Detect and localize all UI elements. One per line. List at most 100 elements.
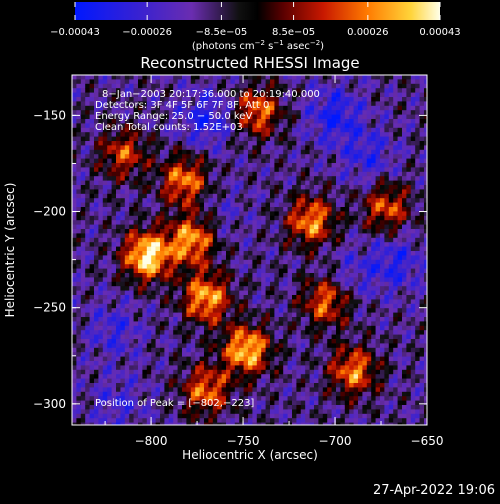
heatmap-cell bbox=[129, 374, 134, 379]
heatmap-cell bbox=[323, 269, 328, 274]
heatmap-cell bbox=[107, 308, 112, 313]
heatmap-cell bbox=[336, 348, 341, 353]
heatmap-cell bbox=[81, 251, 86, 256]
heatmap-cell bbox=[323, 137, 328, 142]
heatmap-cell bbox=[244, 295, 249, 300]
heatmap-cell bbox=[204, 277, 209, 282]
heatmap-cell bbox=[296, 189, 301, 194]
heatmap-cell bbox=[288, 352, 293, 357]
heatmap-cell bbox=[186, 159, 191, 164]
heatmap-cell bbox=[191, 233, 196, 238]
heatmap-cell bbox=[261, 374, 266, 379]
heatmap-cell bbox=[125, 216, 130, 221]
heatmap-cell bbox=[200, 291, 205, 296]
heatmap-cell bbox=[103, 238, 108, 243]
heatmap-cell bbox=[85, 141, 90, 146]
heatmap-cell bbox=[266, 132, 271, 137]
heatmap-cell bbox=[151, 145, 156, 150]
heatmap-cell bbox=[261, 269, 266, 274]
colorbar-tick-label: −8.5e−05 bbox=[196, 27, 248, 38]
heatmap-cell bbox=[314, 106, 319, 111]
heatmap-cell bbox=[151, 225, 156, 230]
heatmap-cell bbox=[239, 277, 244, 282]
heatmap-cell bbox=[72, 273, 77, 278]
heatmap-cell bbox=[288, 339, 293, 344]
heatmap-cell bbox=[195, 286, 200, 291]
heatmap-cell bbox=[169, 216, 174, 221]
heatmap-cell bbox=[160, 172, 165, 177]
heatmap-cell bbox=[76, 220, 81, 225]
heatmap-cell bbox=[257, 361, 262, 366]
heatmap-cell bbox=[134, 418, 139, 423]
heatmap-cell bbox=[296, 286, 301, 291]
heatmap-cell bbox=[292, 154, 297, 159]
heatmap-cell bbox=[120, 238, 125, 243]
heatmap-cell bbox=[301, 282, 306, 287]
heatmap-cell bbox=[222, 326, 227, 331]
heatmap-cell bbox=[169, 145, 174, 150]
heatmap-cell bbox=[279, 379, 284, 384]
heatmap-cell bbox=[98, 361, 103, 366]
heatmap-cell bbox=[345, 132, 350, 137]
heatmap-cell bbox=[178, 159, 183, 164]
heatmap-cell bbox=[217, 251, 222, 256]
heatmap-cell bbox=[226, 392, 231, 397]
heatmap-cell bbox=[208, 79, 213, 84]
heatmap-cell bbox=[213, 286, 218, 291]
heatmap-cell bbox=[244, 198, 249, 203]
heatmap-cell bbox=[230, 414, 235, 419]
heatmap-cell bbox=[305, 181, 310, 186]
heatmap-cell bbox=[169, 348, 174, 353]
heatmap-cell bbox=[248, 229, 253, 234]
heatmap-cell bbox=[323, 352, 328, 357]
heatmap-cell bbox=[76, 141, 81, 146]
heatmap-cell bbox=[72, 150, 77, 155]
heatmap-cell bbox=[226, 145, 231, 150]
heatmap-cell bbox=[112, 242, 117, 247]
heatmap-cell bbox=[332, 383, 337, 388]
heatmap-cell bbox=[72, 238, 77, 243]
heatmap-cell bbox=[239, 286, 244, 291]
heatmap-cell bbox=[120, 365, 125, 370]
heatmap-cell bbox=[235, 251, 240, 256]
heatmap-cell bbox=[332, 255, 337, 260]
heatmap-cell bbox=[151, 299, 156, 304]
heatmap-cell bbox=[164, 304, 169, 309]
heatmap-cell bbox=[112, 269, 117, 274]
heatmap-cell bbox=[301, 418, 306, 423]
heatmap-cell bbox=[336, 405, 341, 410]
heatmap-cell bbox=[90, 84, 95, 89]
heatmap-cell bbox=[191, 154, 196, 159]
heatmap-cell bbox=[76, 401, 81, 406]
heatmap-cell bbox=[213, 387, 218, 392]
heatmap-cell bbox=[230, 225, 235, 230]
heatmap-cell bbox=[169, 418, 174, 423]
heatmap-cell bbox=[336, 185, 341, 190]
heatmap-cell bbox=[200, 379, 205, 384]
heatmap-cell bbox=[191, 84, 196, 89]
heatmap-cell bbox=[222, 229, 227, 234]
heatmap-cell bbox=[98, 299, 103, 304]
heatmap-cell bbox=[191, 357, 196, 362]
heatmap-cell bbox=[178, 194, 183, 199]
heatmap-cell bbox=[226, 207, 231, 212]
heatmap-cell bbox=[222, 225, 227, 230]
heatmap-cell bbox=[200, 141, 205, 146]
heatmap-cell bbox=[81, 352, 86, 357]
heatmap-cell bbox=[156, 291, 161, 296]
heatmap-cell bbox=[266, 229, 271, 234]
heatmap-cell bbox=[252, 238, 257, 243]
heatmap-cell bbox=[76, 176, 81, 181]
heatmap-cell bbox=[292, 308, 297, 313]
heatmap-cell bbox=[318, 405, 323, 410]
heatmap-cell bbox=[107, 225, 112, 230]
heatmap-cell bbox=[310, 185, 315, 190]
heatmap-cell bbox=[195, 387, 200, 392]
heatmap-cell bbox=[239, 220, 244, 225]
heatmap-cell bbox=[112, 335, 117, 340]
heatmap-cell bbox=[160, 247, 165, 252]
heatmap-cell bbox=[244, 418, 249, 423]
heatmap-cell bbox=[301, 251, 306, 256]
heatmap-cell bbox=[142, 255, 147, 260]
heatmap-cell bbox=[191, 339, 196, 344]
